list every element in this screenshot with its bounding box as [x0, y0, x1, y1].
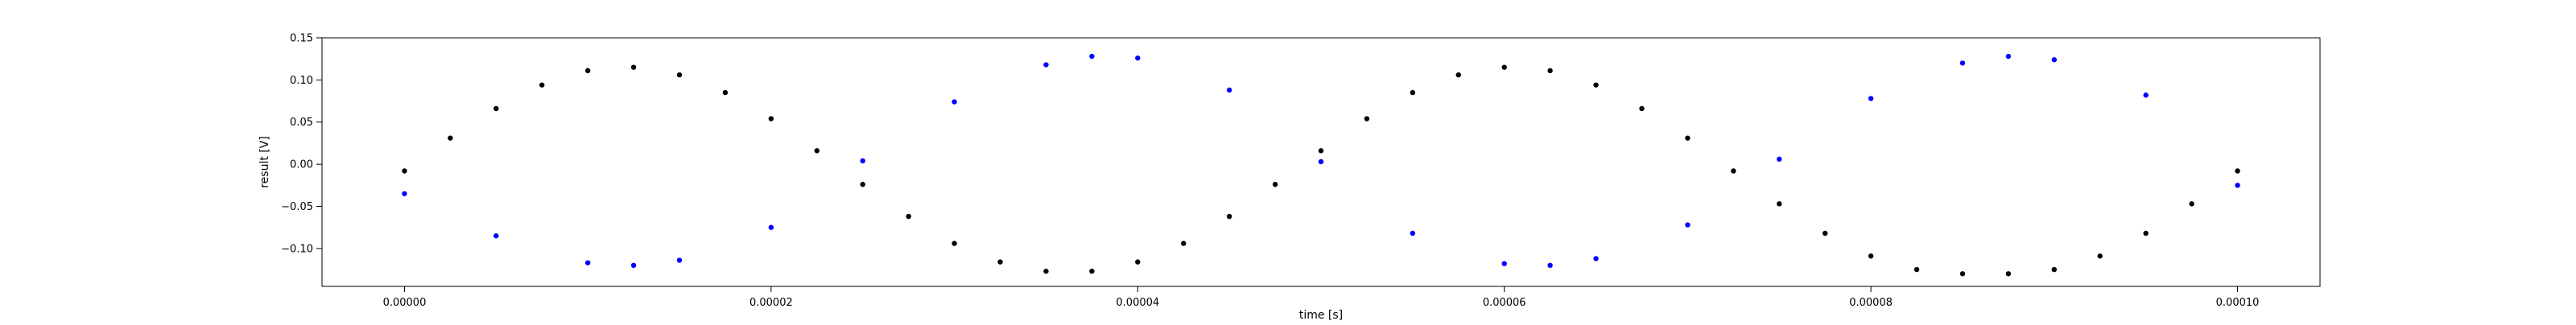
data-point — [952, 99, 957, 105]
x-tick-label: 0.00008 — [1849, 297, 1893, 309]
x-axis: 0.00000 0.00002 0.00004 0.00006 0.00008 0.000… — [383, 286, 2260, 309]
data-point — [1272, 182, 1278, 187]
data-point — [1639, 105, 1645, 112]
y-axis-label: result [V] — [258, 136, 271, 188]
x-tick-label: 0.00000 — [383, 297, 427, 309]
y-tick-label: 0.15 — [290, 33, 313, 45]
data-point — [2051, 57, 2058, 63]
y-tick-label: 0.00 — [290, 159, 313, 171]
data-point — [676, 72, 683, 78]
data-point — [2143, 93, 2149, 98]
x-tick-label: 0.00002 — [749, 297, 793, 309]
data-point — [860, 182, 865, 187]
data-point — [906, 213, 911, 220]
data-point — [402, 168, 407, 174]
series-2 — [402, 64, 2240, 277]
data-point — [997, 259, 1003, 265]
data-point — [1731, 168, 1736, 174]
data-point — [402, 191, 407, 196]
data-point — [1913, 266, 1920, 273]
data-point — [2005, 271, 2012, 277]
data-point — [952, 241, 957, 246]
data-point — [1547, 262, 1553, 269]
data-point — [1226, 213, 1232, 220]
data-point — [1868, 253, 1874, 259]
data-point — [1959, 60, 1966, 66]
data-point — [1226, 87, 1232, 93]
data-point — [1089, 268, 1095, 274]
data-point — [493, 232, 499, 239]
data-point — [2235, 168, 2240, 174]
data-point — [1318, 148, 1324, 154]
data-point — [1501, 261, 1507, 266]
data-point — [1547, 68, 1553, 74]
data-point — [1685, 135, 1690, 141]
data-point — [1089, 53, 1095, 60]
data-point — [1181, 241, 1187, 246]
data-point — [814, 148, 820, 154]
x-tick-label: 0.00010 — [2216, 297, 2260, 309]
series-layer — [402, 53, 2240, 277]
data-point — [2051, 266, 2058, 273]
data-point — [539, 82, 545, 88]
y-tick-label: 0.05 — [290, 117, 313, 129]
data-point — [2189, 201, 2194, 207]
data-point — [1043, 62, 1049, 68]
data-point — [584, 68, 591, 74]
data-point — [1043, 268, 1049, 274]
data-point — [676, 257, 683, 263]
data-point — [1593, 82, 1599, 88]
data-point — [630, 262, 637, 269]
series-1 — [402, 53, 2240, 269]
data-point — [2143, 230, 2149, 237]
data-point — [1364, 116, 1370, 121]
data-point — [1685, 222, 1690, 228]
data-point — [1593, 256, 1599, 261]
data-point — [860, 158, 865, 164]
data-point — [1777, 156, 1782, 162]
data-point — [1822, 230, 1828, 237]
data-point — [493, 105, 499, 112]
data-point — [1868, 96, 1874, 101]
plot-frame — [321, 37, 2321, 287]
data-point — [1135, 259, 1141, 265]
y-axis: −0.10 −0.05 0.00 0.05 0.10 0.15 — [281, 33, 322, 255]
data-point — [768, 116, 774, 121]
data-point — [768, 224, 774, 230]
data-point — [2005, 53, 2012, 60]
data-point — [1959, 271, 1966, 277]
data-point — [584, 260, 591, 265]
x-tick-label: 0.00006 — [1483, 297, 1526, 309]
y-tick-label: 0.10 — [290, 75, 313, 87]
data-point — [2097, 253, 2103, 259]
data-point — [1318, 158, 1324, 165]
data-point — [722, 89, 729, 96]
data-point — [1777, 201, 1782, 207]
x-tick-label: 0.00004 — [1116, 297, 1159, 309]
y-tick-label: −0.05 — [281, 201, 313, 213]
data-point — [448, 135, 453, 141]
data-point — [1135, 55, 1141, 61]
data-point — [2235, 183, 2240, 188]
data-point — [1455, 72, 1461, 78]
data-point — [1410, 230, 1416, 237]
data-point — [1410, 89, 1416, 96]
data-point — [1501, 64, 1507, 70]
data-point — [630, 64, 637, 70]
x-axis-label: time [s] — [1299, 309, 1343, 322]
y-tick-label: −0.10 — [281, 243, 313, 255]
